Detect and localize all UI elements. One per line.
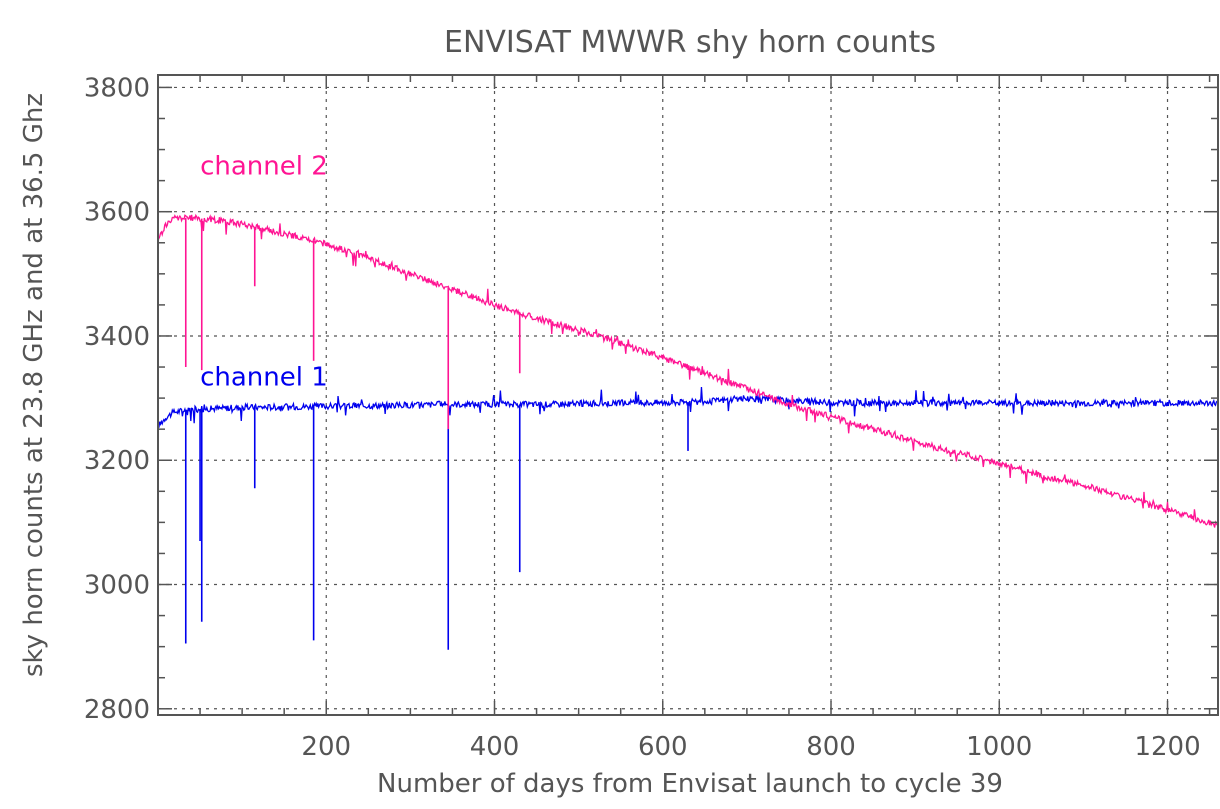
series-2 xyxy=(157,213,1219,528)
y-tick-label: 2800 xyxy=(84,695,150,725)
x-tick-label: 200 xyxy=(301,732,351,762)
y-tick-label: 3800 xyxy=(84,73,150,103)
grid-layer xyxy=(158,75,1218,715)
plot-frame xyxy=(157,74,1219,716)
series-annotation: channel 2 xyxy=(200,151,328,181)
series-1 xyxy=(157,386,1219,650)
y-axis-label: sky horn counts at 23.8 GHz and at 36.5 … xyxy=(19,93,49,677)
x-axis-label: Number of days from Envisat launch to cy… xyxy=(377,769,1003,799)
series-line xyxy=(157,213,1219,528)
x-tick-label: 1200 xyxy=(1134,732,1200,762)
tick-layer xyxy=(158,75,1218,715)
x-tick-label: 600 xyxy=(638,732,688,762)
y-tick-label: 3200 xyxy=(84,446,150,476)
series-annotation: channel 1 xyxy=(200,363,328,393)
x-tick-label: 400 xyxy=(470,732,520,762)
y-tick-label: 3000 xyxy=(84,571,150,601)
series-layer xyxy=(157,213,1219,650)
x-tick-label: 800 xyxy=(806,732,856,762)
y-tick-label: 3600 xyxy=(84,198,150,228)
chart-title: ENVISAT MWWR shy horn counts xyxy=(444,25,936,60)
label-layer: 200 400 600 800 1000 1200 2800 3000 3200 3400 3600… xyxy=(84,73,1201,762)
x-tick-label: 1000 xyxy=(966,732,1032,762)
y-axis-label-group: sky horn counts at 23.8 GHz and at 36.5 … xyxy=(19,93,49,677)
y-tick-label: 3400 xyxy=(84,322,150,352)
